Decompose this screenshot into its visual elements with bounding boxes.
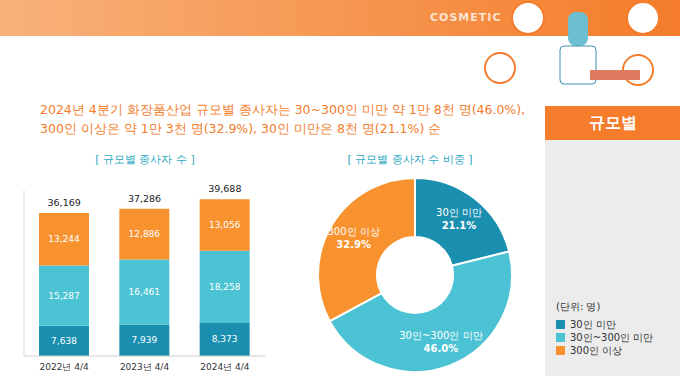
svg-text:36,169: 36,169: [48, 197, 81, 208]
svg-text:13,244: 13,244: [48, 234, 80, 244]
svg-text:30인~300인 미만46.0%: 30인~300인 미만46.0%: [399, 330, 482, 354]
svg-text:39,688: 39,688: [208, 183, 241, 194]
svg-text:2024년 4/4: 2024년 4/4: [200, 362, 250, 372]
svg-text:15,287: 15,287: [48, 291, 80, 301]
html-text:[ 규모별 종사자 수 비중 ]: [ 규모별 종사자 수 비중 ]: [347, 153, 473, 166]
svg-text:7,939: 7,939: [131, 335, 157, 345]
html-text:30인~300인 미만: 30인~300인 미만: [570, 331, 654, 343]
html-text:300인 이상: 300인 이상: [570, 344, 623, 356]
html-text:(단위: 명): (단위: 명): [556, 301, 601, 312]
svg-text:2023년 4/4: 2023년 4/4: [120, 362, 170, 372]
html-text:[ 규모별 종사자 수 ]: [ 규모별 종사자 수 ]: [95, 153, 195, 166]
html-text:2024년 4분기 화장품산업 규모별 종사자는 30~30: 2024년 4분기 화장품산업 규모별 종사자는 30~300인 미만 약 1만…: [40, 102, 526, 136]
svg-text:13,056: 13,056: [209, 220, 241, 230]
svg-text:37,286: 37,286: [128, 193, 161, 204]
svg-text:300인 이상32.9%: 300인 이상32.9%: [327, 226, 379, 250]
svg-text:12,886: 12,886: [129, 229, 161, 239]
svg-text:18,258: 18,258: [209, 282, 241, 292]
svg-text:2022년 4/4: 2022년 4/4: [40, 362, 90, 372]
html-text:규모별: 규모별: [588, 113, 637, 132]
svg-text:8,373: 8,373: [212, 334, 238, 344]
html-text:COSMETIC: COSMETIC: [430, 11, 502, 24]
svg-text:30인 미만21.1%: 30인 미만21.1%: [436, 207, 482, 231]
svg-text:16,461: 16,461: [129, 287, 161, 297]
svg-text:7,638: 7,638: [51, 336, 77, 346]
html-text:30인 미만: 30인 미만: [570, 318, 616, 330]
